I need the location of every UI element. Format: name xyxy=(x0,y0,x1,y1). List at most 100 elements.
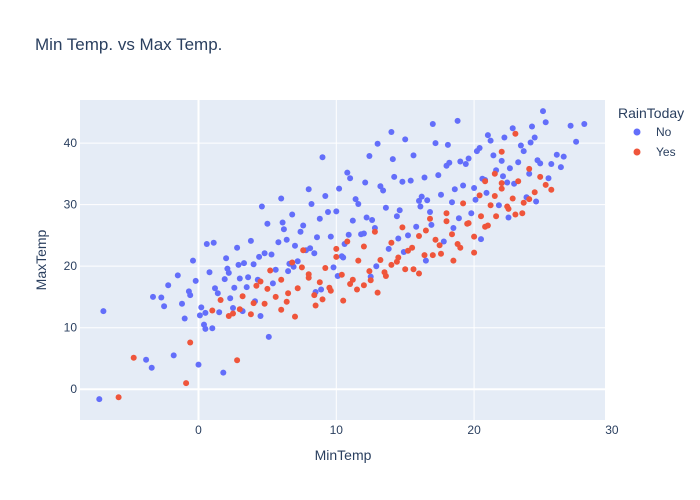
point-no[interactable] xyxy=(227,295,234,302)
point-yes[interactable] xyxy=(130,354,137,361)
point-no[interactable] xyxy=(553,151,560,158)
point-no[interactable] xyxy=(490,152,497,159)
point-yes[interactable] xyxy=(471,233,478,240)
point-no[interactable] xyxy=(344,169,351,176)
point-yes[interactable] xyxy=(526,165,533,172)
point-no[interactable] xyxy=(506,165,513,172)
point-yes[interactable] xyxy=(421,252,428,259)
point-yes[interactable] xyxy=(443,210,450,217)
point-yes[interactable] xyxy=(278,276,285,283)
point-no[interactable] xyxy=(358,231,365,238)
point-no[interactable] xyxy=(322,193,329,199)
point-yes[interactable] xyxy=(493,213,500,220)
point-no[interactable] xyxy=(355,201,362,207)
point-yes[interactable] xyxy=(360,282,367,289)
point-yes[interactable] xyxy=(294,285,301,292)
point-no[interactable] xyxy=(349,217,356,224)
point-yes[interactable] xyxy=(217,297,224,303)
point-no[interactable] xyxy=(560,153,567,160)
point-yes[interactable] xyxy=(354,286,360,293)
point-no[interactable] xyxy=(283,236,290,243)
point-no[interactable] xyxy=(223,255,230,262)
point-no[interactable] xyxy=(216,309,223,316)
point-no[interactable] xyxy=(407,177,414,184)
point-no[interactable] xyxy=(471,185,478,191)
point-no[interactable] xyxy=(428,221,435,228)
point-no[interactable] xyxy=(327,233,334,240)
point-no[interactable] xyxy=(540,108,546,115)
point-no[interactable] xyxy=(427,209,433,215)
point-yes[interactable] xyxy=(340,297,347,304)
point-no[interactable] xyxy=(545,175,552,182)
point-yes[interactable] xyxy=(264,285,271,292)
point-no[interactable] xyxy=(515,159,522,166)
point-no[interactable] xyxy=(446,159,453,166)
point-no[interactable] xyxy=(325,209,331,215)
point-yes[interactable] xyxy=(449,231,455,238)
point-no[interactable] xyxy=(100,308,107,315)
point-yes[interactable] xyxy=(234,357,241,364)
point-no[interactable] xyxy=(179,300,185,307)
point-yes[interactable] xyxy=(491,170,498,177)
point-yes[interactable] xyxy=(360,243,367,250)
point-no[interactable] xyxy=(465,155,472,162)
point-yes[interactable] xyxy=(187,339,194,346)
point-no[interactable] xyxy=(231,284,238,291)
point-no[interactable] xyxy=(352,196,359,203)
point-no[interactable] xyxy=(520,148,527,155)
point-no[interactable] xyxy=(504,179,511,186)
point-yes[interactable] xyxy=(319,296,326,303)
point-yes[interactable] xyxy=(230,310,236,317)
point-yes[interactable] xyxy=(409,244,416,251)
point-no[interactable] xyxy=(272,266,279,273)
point-yes[interactable] xyxy=(283,298,290,305)
point-no[interactable] xyxy=(181,315,188,322)
point-yes[interactable] xyxy=(257,278,264,285)
point-no[interactable] xyxy=(314,234,320,241)
point-no[interactable] xyxy=(345,231,352,238)
point-no[interactable] xyxy=(478,236,484,243)
point-no[interactable] xyxy=(165,282,172,289)
point-yes[interactable] xyxy=(487,202,494,209)
point-no[interactable] xyxy=(161,303,168,310)
point-yes[interactable] xyxy=(464,220,471,227)
point-yes[interactable] xyxy=(512,130,519,137)
point-no[interactable] xyxy=(416,197,422,204)
point-no[interactable] xyxy=(449,199,455,206)
point-yes[interactable] xyxy=(250,300,257,307)
point-yes[interactable] xyxy=(460,200,467,207)
point-yes[interactable] xyxy=(399,224,406,231)
point-yes[interactable] xyxy=(537,173,544,180)
point-yes[interactable] xyxy=(482,178,489,185)
point-no[interactable] xyxy=(150,293,156,300)
point-no[interactable] xyxy=(557,164,564,171)
point-no[interactable] xyxy=(424,197,431,204)
point-no[interactable] xyxy=(473,148,480,155)
point-yes[interactable] xyxy=(402,266,409,273)
point-no[interactable] xyxy=(509,125,516,132)
point-yes[interactable] xyxy=(443,218,450,225)
point-no[interactable] xyxy=(417,203,424,210)
point-yes[interactable] xyxy=(526,196,533,203)
point-no[interactable] xyxy=(472,196,479,203)
point-no[interactable] xyxy=(241,260,247,267)
point-yes[interactable] xyxy=(349,276,356,283)
point-no[interactable] xyxy=(279,219,286,226)
point-yes[interactable] xyxy=(476,192,483,199)
point-no[interactable] xyxy=(336,185,343,192)
point-no[interactable] xyxy=(450,225,457,231)
point-yes[interactable] xyxy=(436,242,443,249)
point-yes[interactable] xyxy=(333,245,340,252)
point-no[interactable] xyxy=(498,157,505,164)
point-no[interactable] xyxy=(209,325,216,332)
point-yes[interactable] xyxy=(374,289,381,296)
point-no[interactable] xyxy=(316,215,323,222)
point-no[interactable] xyxy=(235,261,242,268)
point-yes[interactable] xyxy=(312,302,319,309)
point-no[interactable] xyxy=(451,186,458,193)
point-yes[interactable] xyxy=(531,189,538,196)
point-yes[interactable] xyxy=(429,252,436,259)
point-no[interactable] xyxy=(236,275,243,282)
point-no[interactable] xyxy=(247,237,254,244)
point-yes[interactable] xyxy=(520,199,527,206)
